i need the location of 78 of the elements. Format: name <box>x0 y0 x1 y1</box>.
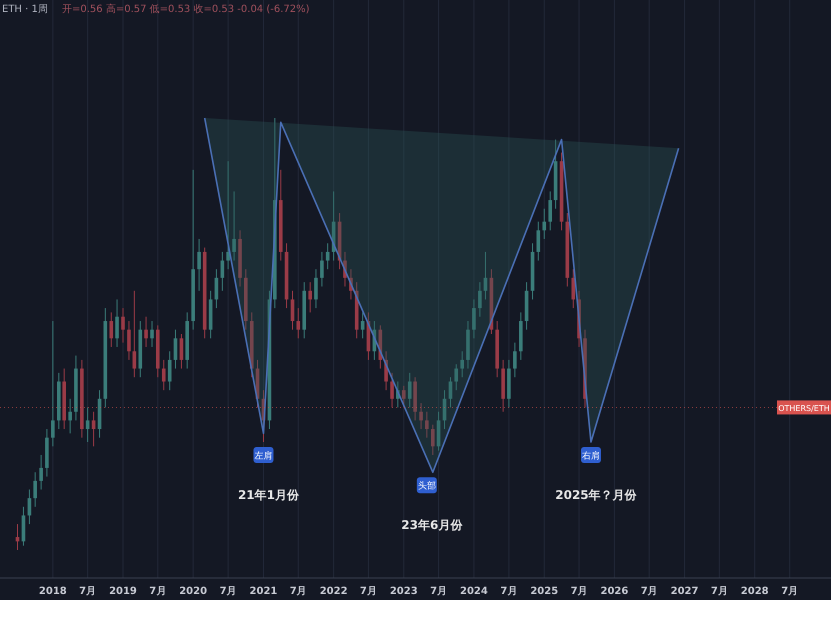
x-tick-label: 7月 <box>220 586 237 597</box>
candlestick <box>150 320 154 348</box>
candlestick <box>121 308 125 344</box>
x-tick-label: 2022 <box>320 586 348 597</box>
candlestick <box>472 298 476 339</box>
x-tick-label: 7月 <box>570 586 588 597</box>
candlestick <box>290 290 294 330</box>
candlestick <box>478 282 482 318</box>
x-tick-label: 7月 <box>710 586 728 597</box>
candlestick <box>214 268 218 309</box>
x-tick-label: 2027 <box>670 586 699 597</box>
candlestick <box>180 334 184 370</box>
annotation: 2025年？月份 <box>555 488 638 502</box>
ref-line-label: OTHERS/ETH <box>778 404 830 413</box>
candlestick <box>360 312 364 339</box>
candlestick <box>16 524 20 550</box>
candlestick <box>92 411 96 447</box>
candlestick <box>430 424 435 456</box>
candlestick <box>220 251 224 292</box>
candlestick <box>39 454 43 490</box>
candlestick <box>442 390 446 430</box>
candlestick <box>320 251 324 287</box>
candlestick <box>419 402 423 430</box>
annotation: 左肩 <box>254 450 272 462</box>
annotation: 23年6月份 <box>401 518 464 532</box>
candlestick <box>326 242 330 270</box>
candlestick <box>28 489 32 525</box>
candlestick <box>162 359 166 391</box>
x-tick-label: 2023 <box>390 586 418 597</box>
x-tick-label: 7月 <box>360 586 377 597</box>
x-tick-label: 2025 <box>530 586 558 597</box>
x-tick-label: 2021 <box>250 586 278 597</box>
x-tick-label: 2019 <box>109 586 137 597</box>
candlestick <box>296 308 300 339</box>
candlestick <box>548 190 552 231</box>
x-tick-label: 2020 <box>179 586 208 597</box>
candlestick <box>513 342 517 378</box>
candlestick <box>390 372 394 408</box>
annotation: 头部 <box>418 480 436 492</box>
candlestick <box>197 238 201 292</box>
candlestick <box>408 372 412 408</box>
x-tick-label: 2028 <box>740 586 769 597</box>
x-tick-label: 2024 <box>460 586 488 597</box>
candlestick <box>536 221 540 262</box>
candlestick <box>484 251 488 300</box>
chart-title: ETH · 1周 <box>2 4 48 15</box>
candlestick <box>174 329 178 370</box>
candlestick <box>127 320 131 360</box>
x-tick-label: 7月 <box>149 586 166 597</box>
candlestick <box>51 320 55 447</box>
x-tick-label: 7月 <box>430 586 448 597</box>
annotation: 右肩 <box>582 450 600 462</box>
candlestick <box>168 350 172 391</box>
candlestick <box>144 316 148 348</box>
candlestick <box>454 364 458 391</box>
x-tick-label: 7月 <box>640 586 658 597</box>
annotation: 21年1月份 <box>238 488 300 502</box>
chart-subtitle: 开=0.56 高=0.57 低=0.53 收=0.53 -0.04 (-6.72%) <box>62 3 310 15</box>
candlestick <box>425 411 429 438</box>
candlestick <box>86 406 90 442</box>
candlestick <box>68 398 72 434</box>
x-tick-label: 7月 <box>500 586 518 597</box>
candlestick <box>132 290 136 378</box>
candlestick <box>314 268 318 309</box>
candlestick <box>232 190 236 262</box>
x-tick-label: 2018 <box>38 586 67 597</box>
candlestick <box>109 312 114 348</box>
candlestick <box>460 350 464 378</box>
candlestick <box>308 282 312 313</box>
candlestick <box>448 376 452 408</box>
x-tick-label: 7月 <box>79 586 96 597</box>
candlestick <box>542 208 546 240</box>
candlestick <box>33 472 37 508</box>
x-tick-label: 7月 <box>290 586 307 597</box>
x-tick-label: 2026 <box>600 586 628 597</box>
candlestick <box>571 268 576 309</box>
candlestick <box>115 298 119 348</box>
x-tick-label: 7月 <box>781 586 798 597</box>
